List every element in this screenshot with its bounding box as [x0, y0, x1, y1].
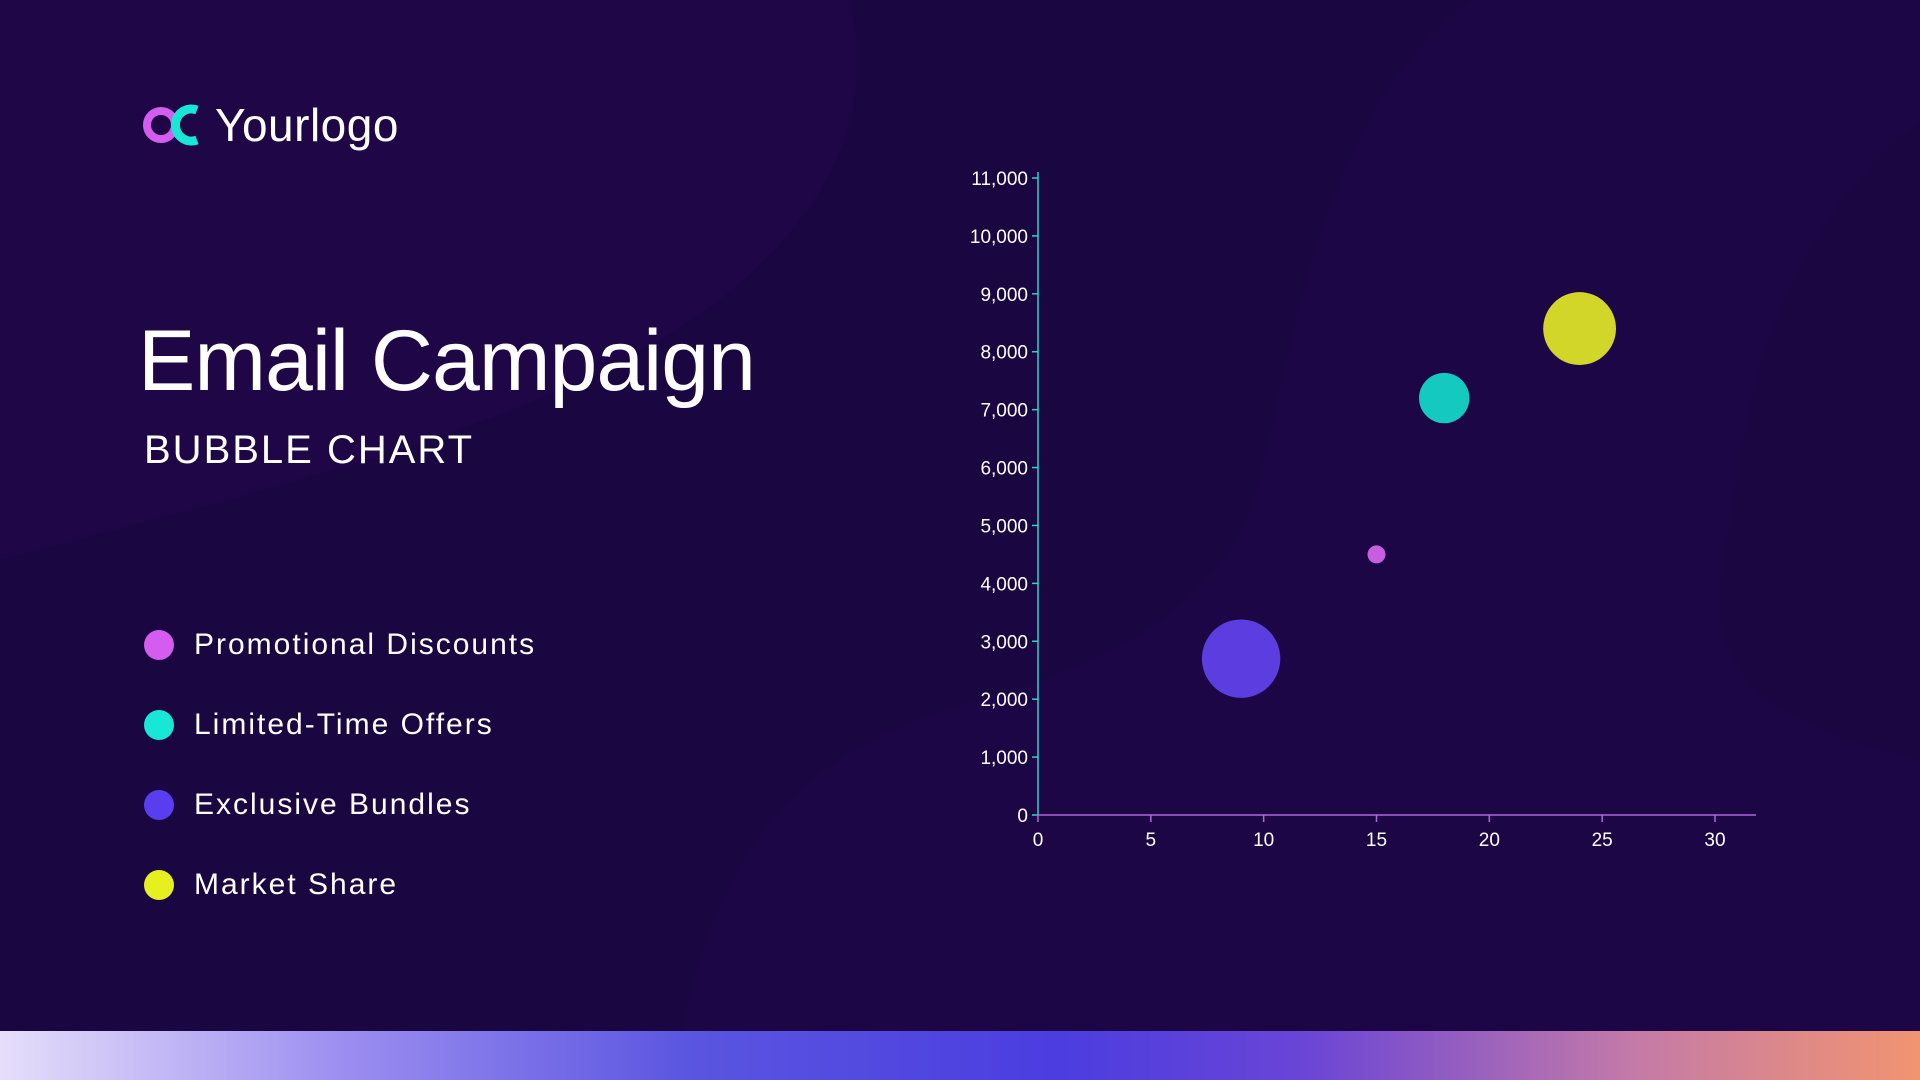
y-tick-label: 4,000 [980, 574, 1028, 595]
x-tick-label: 20 [1479, 830, 1500, 851]
legend-label: Market Share [194, 868, 399, 901]
x-tick-label: 30 [1704, 830, 1725, 851]
bubble-exclusive-bundles [1201, 619, 1281, 698]
y-tick-label: 6,000 [980, 459, 1028, 480]
y-tick-label: 2,000 [980, 690, 1028, 711]
legend-item-market-share: Market Share [144, 845, 536, 925]
legend-item-limited-time-offers: Limited-Time Offers [144, 685, 536, 765]
bubble-market-share [1543, 292, 1616, 365]
legend-dot [144, 630, 174, 660]
page-subtitle: BUBBLE CHART [144, 428, 475, 472]
legend-label: Promotional Discounts [194, 628, 537, 661]
y-tick-label: 3,000 [980, 632, 1028, 653]
x-tick-label: 0 [1033, 830, 1044, 851]
y-tick-label: 5,000 [980, 516, 1028, 537]
y-tick-label: 8,000 [980, 343, 1028, 364]
legend-dot [144, 870, 174, 900]
legend-item-promotional-discounts: Promotional Discounts [144, 605, 536, 685]
logo-arc [171, 104, 199, 146]
legend: Promotional Discounts Limited-Time Offer… [144, 605, 536, 925]
y-tick-label: 11,000 [971, 169, 1028, 190]
bubble-promotional-discounts [1367, 545, 1386, 564]
logo: Yourlogo [143, 98, 399, 152]
bubble-limited-time-offers [1419, 372, 1470, 424]
legend-label: Limited-Time Offers [194, 708, 494, 741]
y-tick-label: 9,000 [980, 285, 1028, 306]
legend-label: Exclusive Bundles [194, 788, 472, 821]
y-tick-label: 10,000 [970, 227, 1028, 248]
page-title: Email Campaign [138, 313, 756, 409]
x-tick-label: 5 [1146, 830, 1157, 851]
logo-text: Yourlogo [215, 99, 399, 151]
y-tick-label: 1,000 [980, 748, 1028, 769]
legend-dot [144, 710, 174, 740]
legend-item-exclusive-bundles: Exclusive Bundles [144, 765, 536, 845]
x-tick-label: 25 [1592, 830, 1613, 851]
y-tick-label: 0 [1017, 806, 1028, 827]
x-tick-label: 10 [1253, 830, 1274, 851]
logo-icon [143, 104, 199, 146]
legend-dot [144, 790, 174, 820]
x-tick-label: 15 [1366, 830, 1387, 851]
bottom-gradient-bar [0, 1031, 1920, 1080]
y-tick-label: 7,000 [980, 401, 1028, 422]
